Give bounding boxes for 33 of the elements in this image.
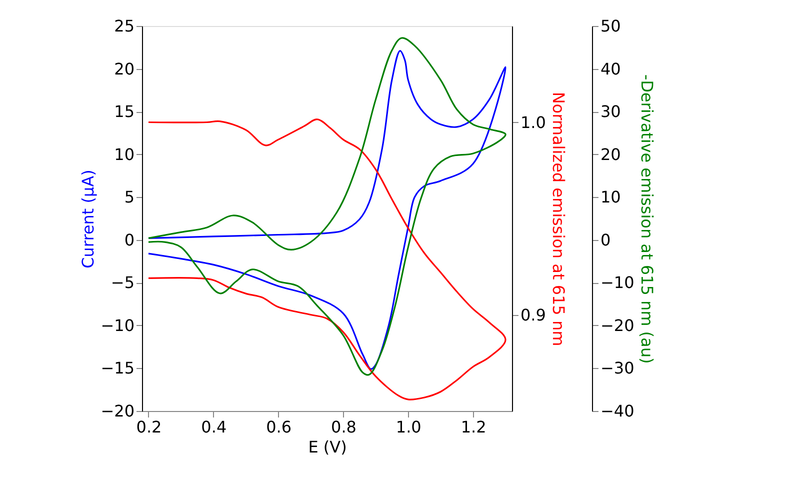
y-tick-label: 15 [114,102,134,122]
y3-tick-label: −40 [600,402,634,420]
x-tick-label: 0.6 [266,418,292,436]
line-series [148,118,506,400]
x-axis-title: E (V) [308,438,347,456]
y-tick-label: −20 [100,402,134,420]
y3-axis-title: -Derivative emission at 615 nm (au) [637,74,656,364]
y3-tick-label: −20 [600,316,634,335]
y3-tick-label: −10 [600,273,634,292]
y3-tick-label: 0 [600,230,611,250]
x-tick-label: 0.4 [201,418,227,436]
y-tick-label: 25 [114,16,134,36]
x-tick-label: 0.8 [331,418,356,436]
y-tick-label: −15 [100,358,134,378]
x-tick-label: 0.2 [136,418,162,436]
y-tick-label: 10 [114,144,134,164]
y3-tick-label: −30 [600,358,634,378]
y-tick-label: 0 [124,230,134,250]
y2-axis-title: Normalized emission at 615 nm [548,92,568,346]
x-tick-label: 1.0 [396,418,422,436]
y2-tick-label: 1.0 [520,112,546,132]
x-tick-label: 1.2 [460,418,486,436]
y-tick-label: 20 [114,59,134,78]
y-tick-label: −5 [110,273,134,292]
y3-tick-label: 30 [600,102,621,122]
y-tick-label: −10 [100,316,134,335]
y-axis-title: Current (μA) [78,170,98,268]
y3-tick-label: 10 [600,188,621,207]
y-tick-label: 5 [124,188,134,207]
y3-tick-label: 40 [600,59,621,78]
y3-tick-label: 50 [600,16,621,36]
y3-tick-label: 20 [600,144,621,164]
y2-tick-label: 0.9 [520,305,546,324]
